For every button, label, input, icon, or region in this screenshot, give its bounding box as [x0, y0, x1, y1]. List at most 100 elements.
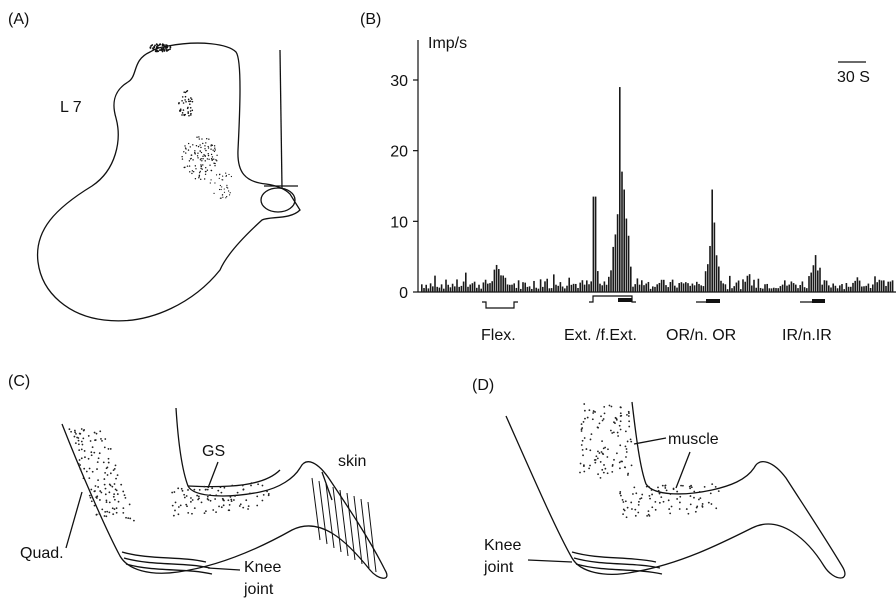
stipple-dot — [183, 496, 186, 499]
stipple-dot — [709, 492, 712, 495]
stipple-dot — [660, 496, 663, 498]
neuron-dot — [207, 145, 209, 148]
stipple-dot — [116, 474, 119, 477]
neuron-dot — [182, 109, 185, 111]
stipple-dot — [267, 492, 270, 495]
rate-bar — [542, 286, 544, 292]
stipple-dot — [104, 487, 107, 490]
neuron-dot — [226, 184, 228, 186]
rate-bar — [693, 285, 696, 292]
stipple-dot — [717, 490, 720, 493]
neuron-dot — [214, 147, 216, 149]
neuron-dot — [184, 99, 186, 101]
rate-bar — [834, 285, 837, 292]
neuron-dot — [179, 108, 182, 110]
stipple-dot — [607, 448, 609, 451]
stipple-dot — [261, 499, 264, 502]
joint-line-d2 — [573, 557, 661, 569]
rate-bar — [465, 272, 467, 292]
stipple-dot — [597, 473, 599, 476]
stipple-dot — [183, 493, 186, 496]
stipple-dot — [231, 484, 234, 487]
neuron-dot — [189, 110, 192, 112]
neuron-dot — [226, 196, 228, 198]
neuron-dot — [206, 158, 209, 160]
rate-bar — [718, 266, 720, 292]
stipple-dot — [611, 470, 614, 473]
rate-bar — [682, 283, 685, 292]
neuron-dot — [187, 142, 190, 145]
rate-bar — [733, 286, 735, 292]
neuron-dot — [194, 165, 197, 167]
rate-bar — [605, 284, 608, 292]
neuron-dot — [212, 149, 214, 151]
stipple-dot — [682, 484, 684, 487]
stipple-dot — [703, 485, 706, 488]
stipple-dot — [630, 464, 633, 467]
neuron-dot — [186, 107, 189, 110]
stipple-dot — [181, 489, 184, 492]
rate-bar — [779, 286, 782, 292]
neuron-dot — [223, 191, 226, 193]
neuron-dot — [206, 169, 209, 171]
rate-bar — [645, 283, 647, 292]
stipple-dot — [78, 459, 81, 461]
stipple-dot — [701, 503, 704, 505]
neuron-dot — [209, 164, 211, 166]
neuron-dot — [185, 152, 187, 154]
stipple-dot — [80, 440, 83, 443]
stipple-dot — [634, 508, 637, 511]
stipple-dot — [612, 431, 615, 434]
neuron-dot — [200, 178, 202, 181]
stipple-dot — [594, 411, 596, 413]
neuron-dot — [214, 165, 216, 167]
stipple-dot — [594, 461, 597, 464]
rate-bar — [638, 284, 641, 292]
neuron-dot — [154, 44, 156, 47]
neuron-dot — [190, 112, 192, 115]
rate-bar — [546, 278, 548, 292]
neuron-dot — [204, 145, 206, 147]
stipple-dot — [648, 514, 651, 517]
stipple-dot — [619, 420, 622, 423]
stipple-dot — [693, 496, 695, 499]
gs-edge — [187, 469, 281, 488]
stipple-dot — [610, 405, 613, 408]
stipple-dot — [624, 445, 627, 448]
stipple-dot — [658, 501, 661, 504]
stipple-dot — [710, 503, 713, 505]
stipple-dot — [628, 412, 630, 415]
rate-bar — [832, 283, 834, 292]
rate-bar — [843, 289, 845, 292]
rate-bar — [533, 280, 535, 292]
hatch-line — [318, 480, 328, 545]
rate-bar — [471, 283, 474, 292]
rate-bar — [883, 280, 885, 292]
neuron-dot — [198, 136, 200, 138]
rate-bar — [575, 283, 577, 292]
rate-bar — [715, 255, 718, 292]
rate-bar — [425, 284, 427, 292]
neuron-dot — [181, 100, 183, 102]
rate-bar — [555, 284, 557, 292]
stipple-dot — [619, 412, 622, 415]
time-scale-label: 30 S — [837, 69, 870, 86]
stipple-dot — [250, 484, 252, 487]
neuron-dot — [207, 153, 209, 155]
neuron-dot — [210, 179, 212, 181]
hatch-line — [346, 492, 356, 561]
neuron-dot — [214, 182, 216, 184]
rate-bar — [704, 271, 707, 292]
stipple-dot — [619, 406, 622, 409]
rate-bar — [502, 275, 504, 292]
stipple-dot — [85, 470, 88, 473]
rate-bar — [731, 288, 733, 292]
neuron-dot — [213, 150, 216, 153]
neuron-dot — [228, 190, 230, 192]
rate-bar — [478, 284, 480, 292]
rate-bar — [632, 286, 634, 292]
stipple-dot — [602, 471, 605, 474]
stipple-dot — [123, 494, 126, 497]
rate-bar — [880, 280, 883, 292]
rate-bar — [438, 287, 441, 292]
